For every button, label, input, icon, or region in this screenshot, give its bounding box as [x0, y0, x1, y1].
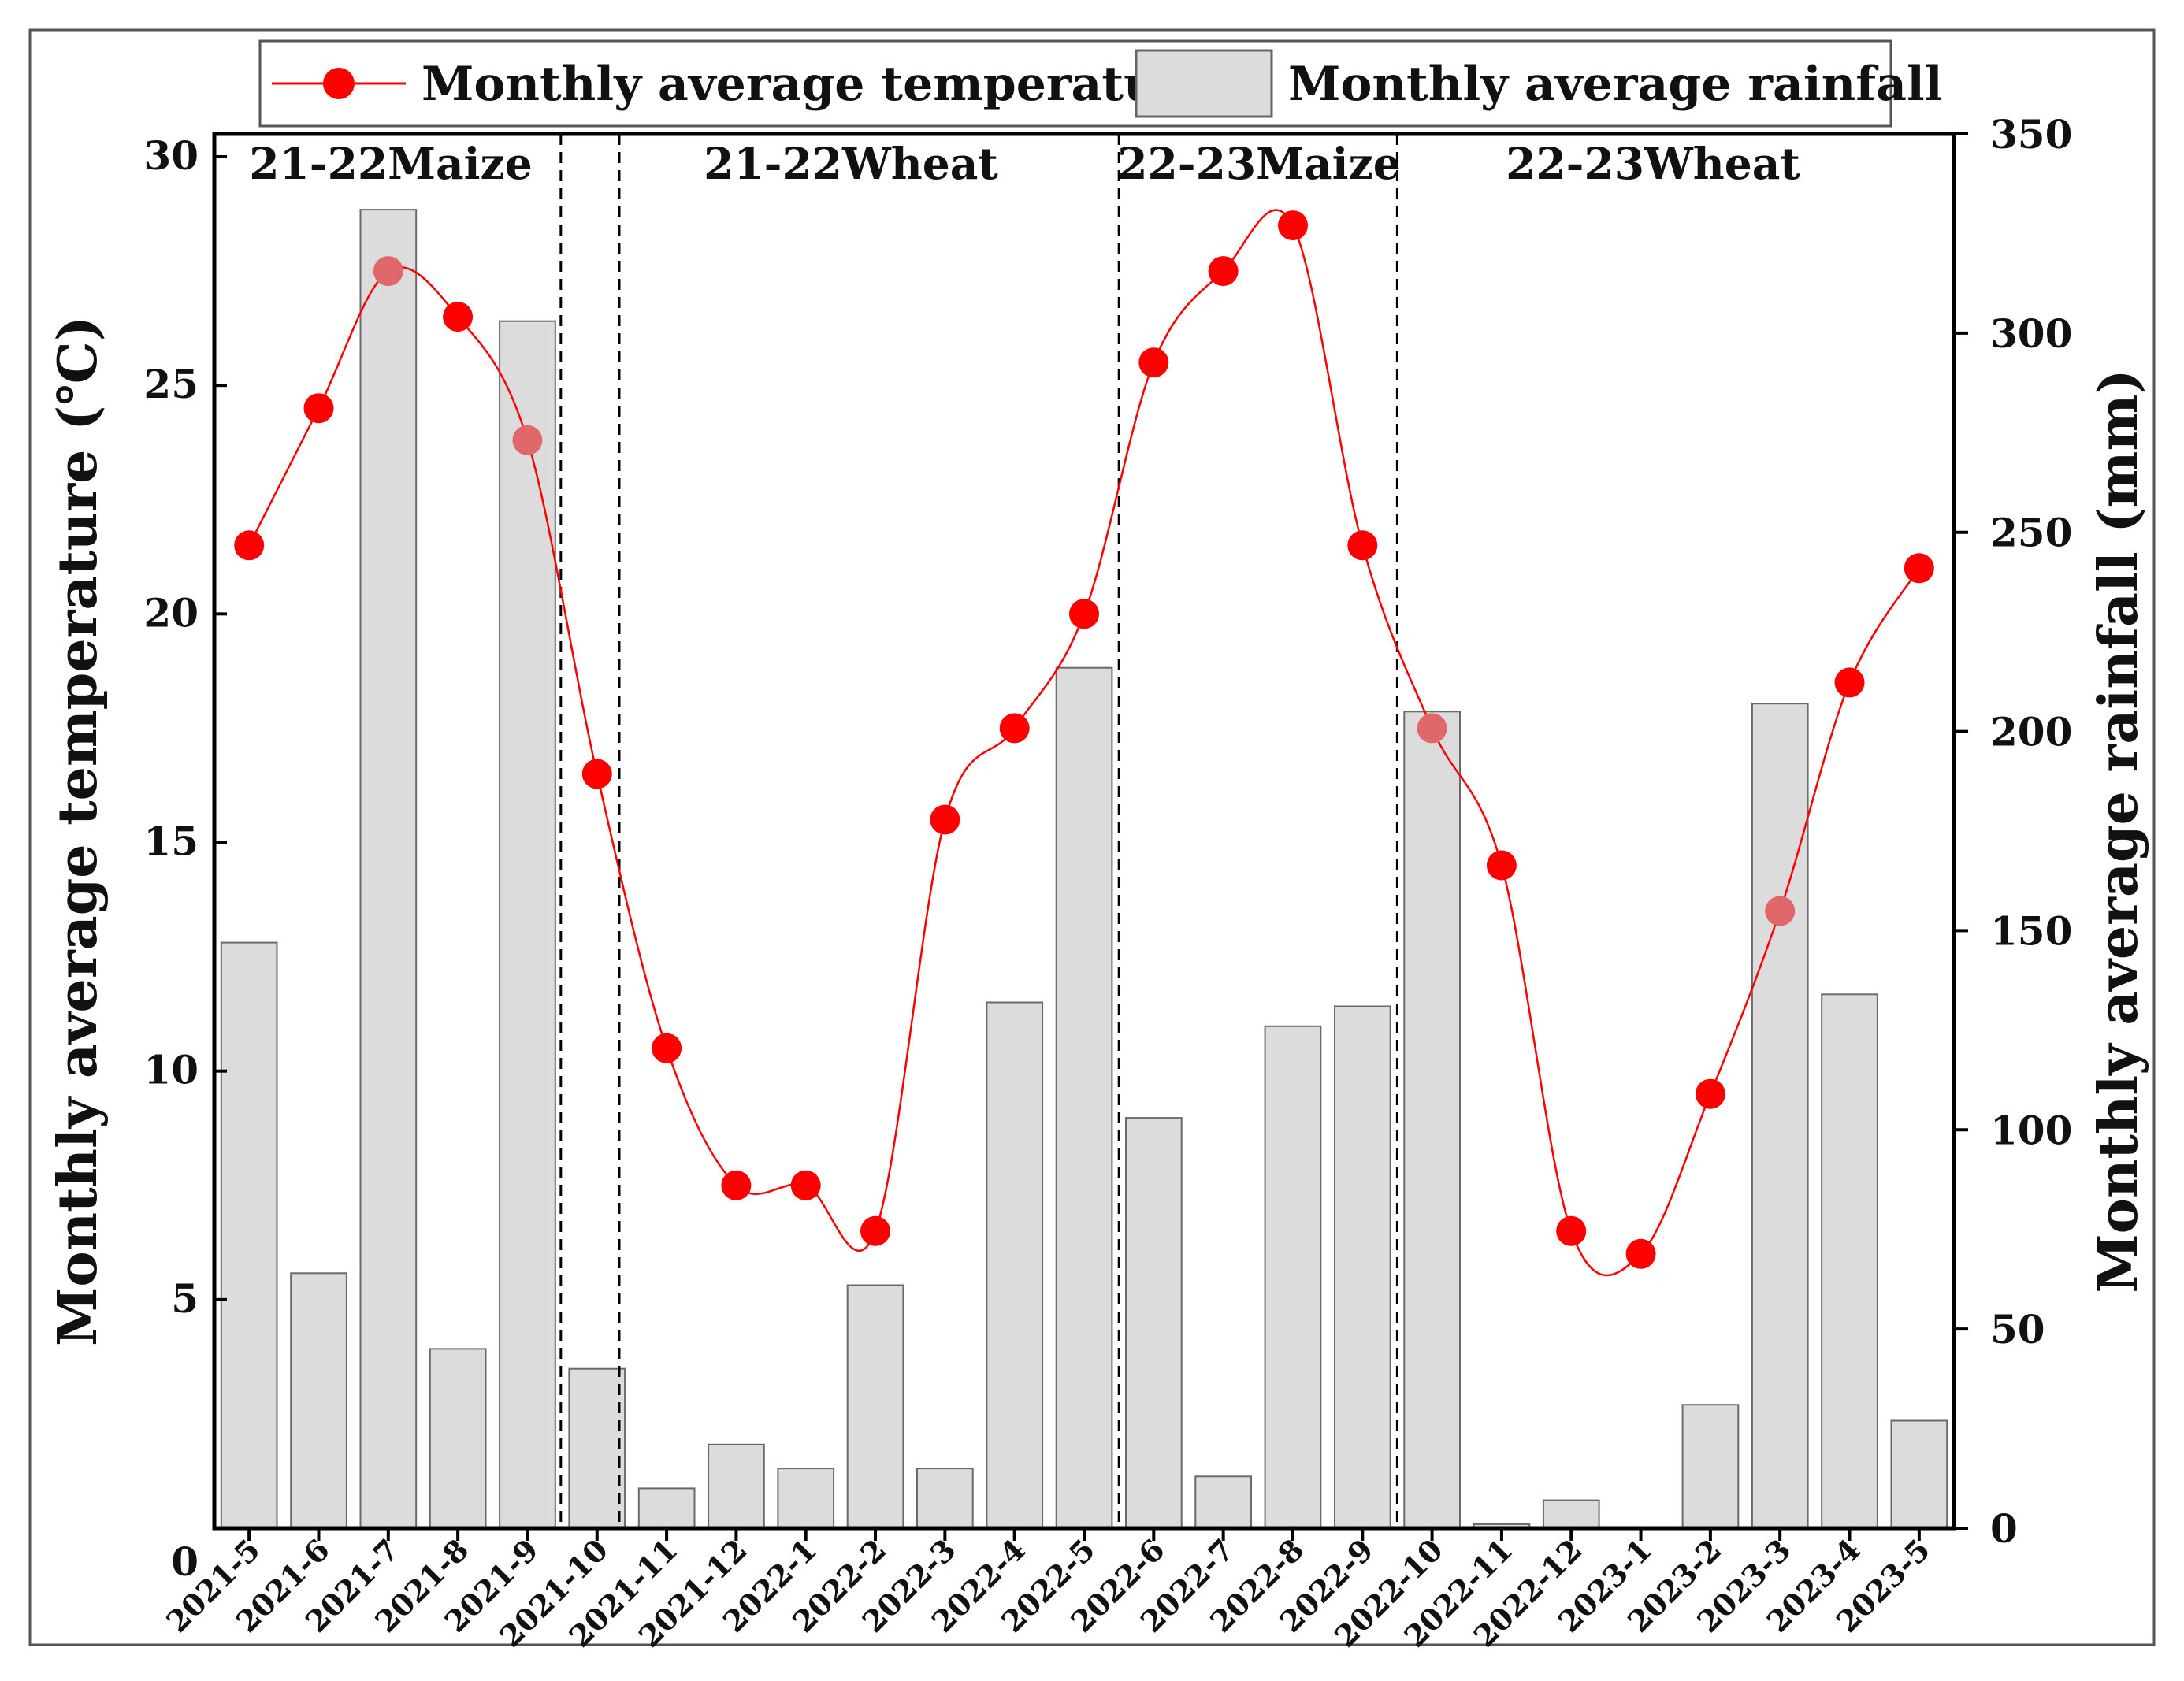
rainfall-bar-2022-8 [1264, 1025, 1322, 1530]
rainfall-bar-2022-5 [1055, 666, 1113, 1530]
rainfall-bar-2021-5 [220, 941, 278, 1529]
rainfall-bar-2022-6 [1125, 1117, 1183, 1529]
temperature-point-2021-6 [303, 393, 334, 424]
rainfall-bar-2023-5 [1890, 1419, 1948, 1529]
temperature-point-2021-5 [234, 530, 265, 561]
temperature-point-2021-11 [652, 1033, 682, 1063]
y-left-tick-label: 30 [143, 132, 199, 179]
y-left-tick-label: 20 [143, 589, 199, 636]
rainfall-bar-2022-4 [986, 1001, 1044, 1529]
y-right-tick-label: 100 [1990, 1107, 2072, 1153]
temperature-point-2021-7 [373, 256, 403, 287]
rainfall-bar-2022-9 [1334, 1005, 1391, 1529]
legend: Monthly average temperature Monthly aver… [258, 39, 1943, 128]
legend-rainfall-swatch [1135, 49, 1273, 118]
temperature-point-2022-2 [860, 1215, 890, 1246]
temperature-point-2022-7 [1208, 256, 1239, 287]
temperature-point-2022-12 [1556, 1215, 1587, 1246]
region-label-21-22Maize: 21-22Maize [249, 138, 533, 189]
y-left-tick-label: 15 [143, 818, 199, 865]
y-right-tick-label: 200 [1990, 709, 2072, 755]
temperature-point-2022-6 [1138, 347, 1169, 378]
rainfall-bar-2022-7 [1194, 1475, 1253, 1530]
temperature-point-2022-3 [930, 804, 960, 835]
temperature-point-2022-4 [999, 713, 1030, 744]
y-right-tick-label: 250 [1990, 510, 2072, 556]
y-right-axis-title: Monthly average rainfall (mm) [2087, 369, 2150, 1293]
rainfall-bar-2022-3 [916, 1468, 974, 1529]
region-labels: 21-22Maize 21-22Wheat 22-23Maize 22-23Wheat [249, 138, 1800, 189]
rainfall-bar-2022-12 [1542, 1499, 1600, 1529]
rainfall-bar-2021-7 [359, 209, 418, 1530]
temperature-point-2022-9 [1347, 530, 1378, 561]
legend-rainfall-label: Monthly average rainfall [1288, 57, 1943, 112]
rainfall-bar-2021-11 [637, 1487, 696, 1530]
rainfall-bar-2023-3 [1751, 703, 1809, 1530]
rainfall-bar-2022-2 [846, 1284, 904, 1529]
figure-border [28, 28, 2156, 1646]
temperature-point-2023-4 [1834, 667, 1865, 698]
rainfall-bar-2023-4 [1821, 993, 1878, 1530]
y-left-tick-label: 5 [171, 1275, 199, 1322]
y-left-tick-label: 10 [143, 1047, 199, 1093]
y-right-tick-label: 350 [1990, 111, 2072, 158]
legend-temperature-label: Monthly average temperature [422, 57, 1213, 112]
temperature-point-2021-12 [721, 1170, 752, 1200]
temperature-point-2022-8 [1278, 210, 1308, 241]
region-label-22-23Maize: 22-23Maize [1117, 138, 1401, 189]
rainfall-bar-2022-1 [777, 1468, 835, 1529]
region-label-21-22Wheat: 21-22Wheat [704, 138, 998, 189]
legend-box [258, 39, 1892, 128]
legend-temperature-marker [323, 68, 355, 99]
y-left-tick-label: 0 [171, 1538, 199, 1585]
y-left-axis-title: Monthly average temperature (℃) [46, 316, 110, 1346]
temperature-series [234, 209, 1934, 1277]
y-right-tick-label: 150 [1990, 907, 2072, 954]
temperature-point-2021-9 [512, 425, 543, 455]
temperature-point-2023-2 [1695, 1078, 1725, 1109]
y-left-tick-label: 25 [143, 361, 199, 407]
rainfall-bars [220, 209, 1948, 1530]
region-label-22-23Wheat: 22-23Wheat [1506, 138, 1800, 189]
temperature-point-2023-1 [1625, 1238, 1656, 1269]
rainfall-bar-2022-10 [1403, 711, 1462, 1529]
temperature-point-2023-5 [1904, 553, 1934, 584]
temperature-point-2022-1 [790, 1170, 821, 1200]
temperature-point-2022-11 [1486, 850, 1517, 881]
temperature-point-2021-10 [581, 759, 612, 789]
temperature-point-2021-8 [443, 302, 474, 332]
rainfall-bar-2021-9 [499, 320, 556, 1530]
rainfall-bar-2023-2 [1681, 1404, 1740, 1529]
rainfall-bar-2021-10 [568, 1367, 626, 1529]
rainfall-bar-2021-8 [429, 1348, 487, 1530]
y-right-tick-label: 50 [1990, 1306, 2045, 1353]
temperature-point-2022-10 [1417, 713, 1447, 744]
y-right-tick-label: 0 [1990, 1505, 2018, 1552]
rainfall-bar-2021-12 [708, 1443, 765, 1530]
y-right-tick-label: 300 [1990, 310, 2072, 357]
temperature-point-2023-3 [1765, 896, 1796, 926]
rainfall-bar-2021-6 [290, 1272, 347, 1530]
temperature-point-2022-5 [1069, 599, 1099, 629]
region-dividers [559, 134, 1398, 1528]
